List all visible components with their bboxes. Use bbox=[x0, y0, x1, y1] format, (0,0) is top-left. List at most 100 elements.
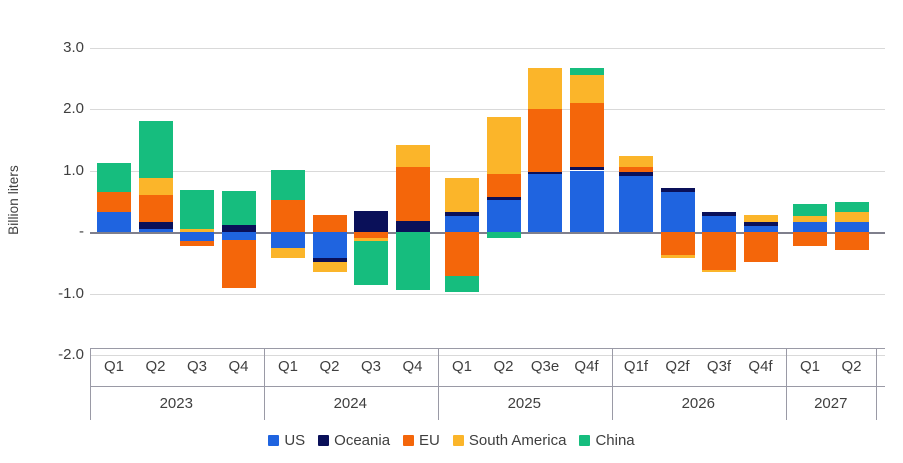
bar-segment-china bbox=[395, 232, 430, 290]
category-label: Q1 bbox=[277, 358, 298, 375]
bar-segment-china bbox=[180, 190, 214, 229]
bar-segment-eu bbox=[138, 195, 173, 223]
y-axis-title: Billion liters bbox=[6, 165, 21, 235]
y-tick-label: -2.0 bbox=[58, 346, 84, 363]
bar-segment-eu bbox=[619, 167, 653, 172]
bar-segment-eu bbox=[793, 232, 827, 247]
bar-segment-south-america bbox=[312, 262, 347, 272]
bar-segment-us bbox=[743, 225, 778, 232]
legend-item-eu[interactable]: EU bbox=[403, 432, 440, 449]
bar-segment-south-america bbox=[138, 177, 173, 196]
bar-q1-4 bbox=[271, 0, 305, 463]
year-group-label: 2023 bbox=[159, 395, 193, 412]
bar-segment-eu bbox=[312, 214, 347, 232]
bar-q3f-14 bbox=[702, 0, 736, 463]
bar-segment-china bbox=[569, 68, 604, 75]
legend-item-south-america[interactable]: South America bbox=[452, 432, 566, 449]
bar-segment-south-america bbox=[619, 156, 653, 168]
category-label: Q1 bbox=[451, 358, 472, 375]
bar-segment-china bbox=[221, 191, 256, 226]
plot-area bbox=[90, 0, 885, 463]
category-label: Q4f bbox=[748, 358, 773, 375]
bar-segment-south-america bbox=[793, 216, 827, 223]
bar-q3e-10 bbox=[528, 0, 562, 463]
bar-q4-3 bbox=[221, 0, 256, 463]
bar-segment-us bbox=[221, 232, 256, 240]
bar-segment-china bbox=[138, 120, 173, 178]
legend-swatch-icon bbox=[318, 435, 330, 446]
bar-segment-eu bbox=[528, 109, 562, 172]
bar-segment-us bbox=[619, 176, 653, 232]
bar-segment-south-america bbox=[743, 215, 778, 222]
bar-segment-us bbox=[528, 173, 562, 232]
bar-segment-eu bbox=[702, 232, 736, 271]
category-group-separator bbox=[875, 348, 877, 420]
category-group-separator bbox=[612, 348, 614, 420]
bar-segment-china bbox=[271, 169, 305, 200]
bar-segment-eu bbox=[569, 103, 604, 168]
bar-q4-7 bbox=[395, 0, 430, 463]
category-label: Q2 bbox=[319, 358, 340, 375]
legend-item-oceania[interactable]: Oceania bbox=[318, 432, 390, 449]
legend-item-china[interactable]: China bbox=[579, 432, 635, 449]
bar-segment-eu bbox=[445, 232, 479, 277]
legend-item-us[interactable]: US bbox=[268, 432, 305, 449]
bar-segment-south-america bbox=[354, 238, 388, 242]
legend-label: Oceania bbox=[334, 432, 391, 449]
y-axis-tick-labels: 3.0 2.0 1.0 - -1.0 -2.0 bbox=[22, 0, 84, 463]
year-group-label: 2025 bbox=[507, 395, 541, 412]
bar-q2f-13 bbox=[660, 0, 695, 463]
category-label: Q2 bbox=[145, 358, 166, 375]
category-axis-mid-line bbox=[90, 386, 885, 388]
bar-segment-oceania bbox=[702, 211, 736, 216]
bar-segment-south-america bbox=[834, 212, 869, 223]
bar-segment-eu bbox=[743, 232, 778, 263]
bar-q3-2 bbox=[180, 0, 214, 463]
bar-q1-8 bbox=[445, 0, 479, 463]
gridline bbox=[90, 47, 885, 49]
category-label: Q2 bbox=[841, 358, 862, 375]
category-label: Q2 bbox=[493, 358, 514, 375]
bar-segment-oceania bbox=[312, 257, 347, 263]
category-group-separator bbox=[438, 348, 440, 420]
legend-swatch-icon bbox=[268, 435, 280, 446]
category-label: Q3e bbox=[530, 358, 560, 375]
bar-segment-oceania bbox=[138, 222, 173, 229]
bar-q2-1 bbox=[138, 0, 173, 463]
bar-segment-oceania bbox=[445, 211, 479, 216]
bar-segment-south-america bbox=[528, 67, 562, 109]
bar-segment-us bbox=[834, 222, 869, 232]
category-group-separator bbox=[264, 348, 266, 420]
bar-segment-us bbox=[97, 211, 131, 232]
bar-segment-oceania bbox=[743, 221, 778, 226]
bar-segment-eu bbox=[660, 232, 695, 255]
bar-segment-south-america bbox=[486, 116, 521, 175]
legend-label: EU bbox=[419, 432, 440, 449]
category-label: Q4 bbox=[228, 358, 249, 375]
bar-segment-eu bbox=[97, 192, 131, 212]
category-label: Q1 bbox=[103, 358, 124, 375]
bar-segment-eu bbox=[395, 166, 430, 221]
category-label: Q2f bbox=[665, 358, 690, 375]
legend-label: US bbox=[284, 432, 306, 449]
y-tick-label: - bbox=[79, 223, 84, 240]
bar-segment-eu bbox=[486, 174, 521, 197]
bar-segment-us bbox=[271, 232, 305, 248]
bar-segment-south-america bbox=[395, 144, 430, 167]
category-label: Q4f bbox=[574, 358, 599, 375]
bar-segment-oceania bbox=[354, 211, 388, 232]
bar-segment-oceania bbox=[528, 171, 562, 174]
year-group-label: 2027 bbox=[814, 395, 848, 412]
bar-segment-us bbox=[793, 222, 827, 232]
bar-segment-south-america bbox=[702, 270, 736, 272]
bar-segment-south-america bbox=[180, 228, 214, 232]
bar-segment-south-america bbox=[445, 177, 479, 212]
bar-segment-eu bbox=[221, 239, 256, 288]
bar-segment-china bbox=[97, 162, 131, 193]
category-label: Q1f bbox=[623, 358, 649, 375]
category-label: Q3 bbox=[360, 358, 381, 375]
bar-segment-oceania bbox=[569, 167, 604, 171]
category-label: Q3 bbox=[186, 358, 207, 375]
bar-segment-oceania bbox=[221, 225, 256, 232]
